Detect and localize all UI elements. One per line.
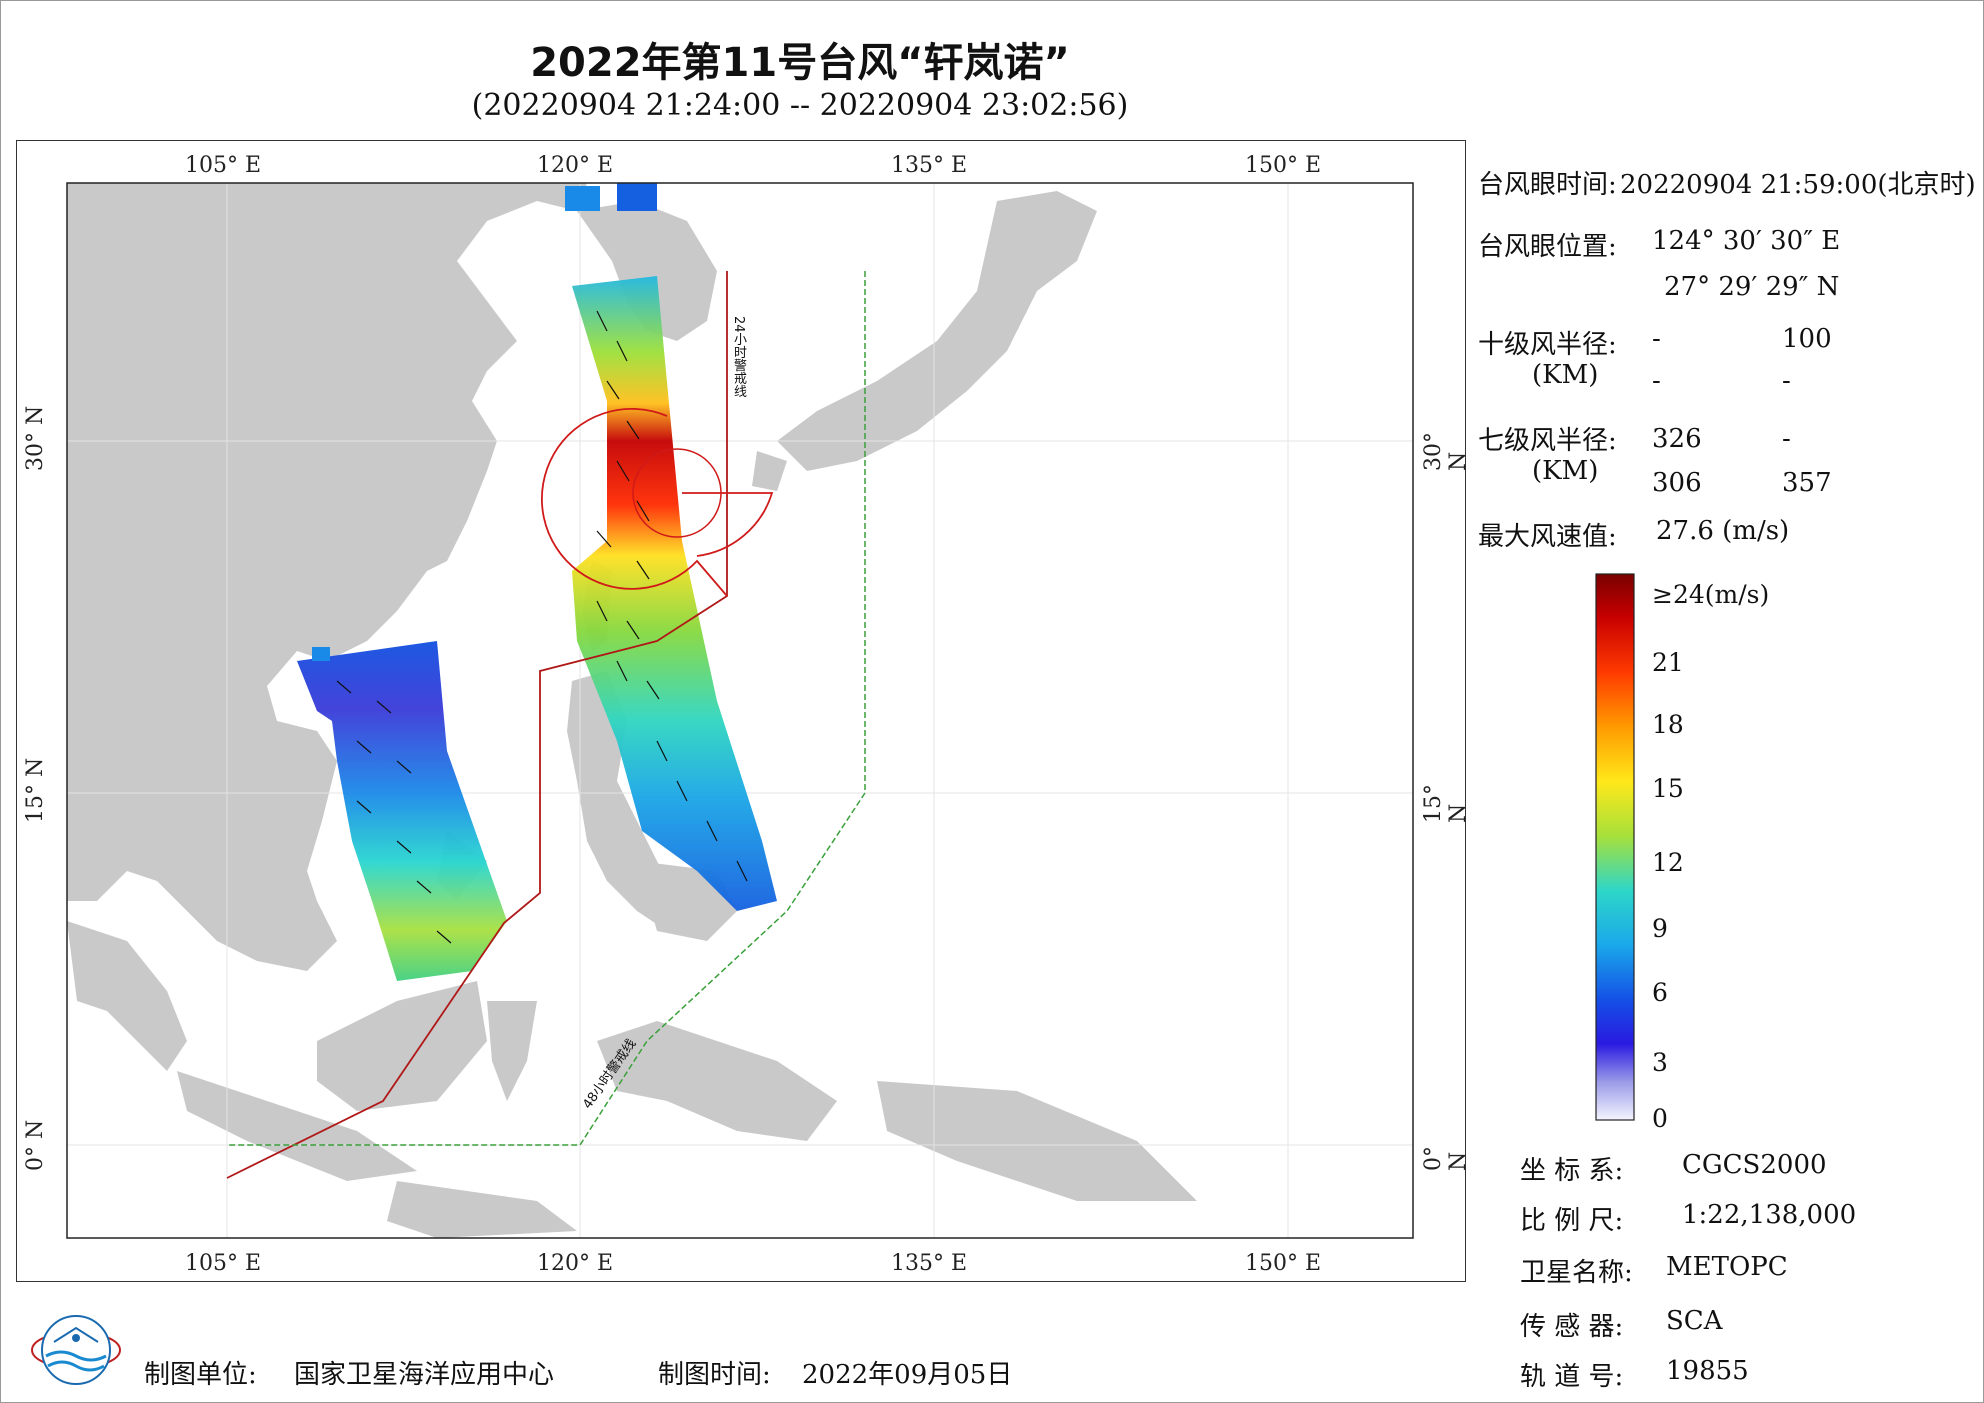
r7-value: - <box>1782 424 1791 454</box>
r7-value: 326 <box>1652 424 1702 454</box>
r10-unit: (KM) <box>1532 360 1599 390</box>
eye-position-label: 台风眼位置: <box>1478 232 1617 262</box>
lon-tick-top: 105° E <box>185 153 262 178</box>
colorbar-label: 21 <box>1652 648 1684 677</box>
max-wind-label: 最大风速值: <box>1478 522 1617 552</box>
colorbar-label: 15 <box>1652 774 1684 803</box>
lon-tick-top: 135° E <box>891 153 968 178</box>
eye-latitude: 27° 29′ 29″ N <box>1664 272 1840 302</box>
date-label: 制图时间: <box>658 1360 771 1390</box>
crs-value: CGCS2000 <box>1682 1150 1827 1180</box>
sensor-label: 传 感 器: <box>1520 1312 1624 1342</box>
r7-label: 七级风半径: <box>1478 426 1617 456</box>
orbit-value: 19855 <box>1666 1356 1749 1386</box>
date-value: 2022年09月05日 <box>802 1360 1013 1390</box>
wind-swath-fragment <box>617 183 657 211</box>
typhoon-r10-circle <box>632 448 722 538</box>
colorbar-label: 12 <box>1652 848 1684 877</box>
typhoon-wind-radius <box>541 408 774 597</box>
lat-tick-left: 30° N <box>23 405 48 471</box>
lat-tick-right: 15° N <box>1421 784 1471 823</box>
colorbar-label: 18 <box>1652 710 1684 739</box>
r10-value: - <box>1652 366 1661 396</box>
crs-label: 坐 标 系: <box>1520 1156 1624 1186</box>
wind-swath-west <box>297 641 507 981</box>
scale-label: 比 例 尺: <box>1520 1206 1624 1236</box>
colorbar-label: 6 <box>1652 978 1668 1007</box>
map-canvas <box>66 182 1414 1239</box>
max-wind-value: 27.6 (m/s) <box>1656 516 1790 546</box>
graticule <box>67 183 1413 1238</box>
land-masses <box>67 183 1197 1238</box>
r10-value: - <box>1652 324 1661 354</box>
producer-value: 国家卫星海洋应用中心 <box>294 1360 555 1390</box>
scale-value: 1:22,138,000 <box>1682 1200 1857 1230</box>
r10-value: 100 <box>1782 324 1832 354</box>
colorbar <box>1595 573 1635 1121</box>
warning-line-48h <box>227 271 866 1146</box>
lon-tick-bottom: 135° E <box>891 1251 968 1276</box>
colorbar-label: 0 <box>1652 1104 1668 1133</box>
colorbar-label: 9 <box>1652 914 1668 943</box>
sensor-value: SCA <box>1666 1306 1723 1336</box>
wind-swath-fragment <box>565 186 600 211</box>
agency-logo <box>31 1315 121 1385</box>
lon-tick-top: 150° E <box>1245 153 1322 178</box>
r10-label: 十级风半径: <box>1478 330 1617 360</box>
lon-tick-bottom: 105° E <box>185 1251 262 1276</box>
wind-swath-east <box>572 276 777 911</box>
wind-swath-fragment <box>312 647 330 661</box>
wind-barbs <box>336 310 748 944</box>
warning-24h-label: 24小时警戒线 <box>731 316 746 398</box>
producer-label: 制图单位: <box>144 1360 257 1390</box>
eye-time-label: 台风眼时间: <box>1478 170 1617 200</box>
plot-border <box>66 182 1414 1239</box>
map-panel: 24小时警戒线 48小时警戒线 105° E 120° E 135° E 150… <box>16 140 1471 1282</box>
lat-tick-right: 0° N <box>1421 1146 1471 1171</box>
r7-value: 357 <box>1782 468 1832 498</box>
lat-tick-left: 0° N <box>23 1119 48 1171</box>
satellite-label: 卫星名称: <box>1520 1258 1633 1288</box>
eye-longitude: 124° 30′ 30″ E <box>1652 226 1841 256</box>
r7-value: 306 <box>1652 468 1702 498</box>
colorbar-label: ≥24(m/s) <box>1652 580 1770 609</box>
lon-tick-bottom: 150° E <box>1245 1251 1322 1276</box>
lat-tick-left: 15° N <box>23 757 48 823</box>
lon-tick-bottom: 120° E <box>537 1251 614 1276</box>
r7-unit: (KM) <box>1532 456 1599 486</box>
lat-tick-right: 30° N <box>1421 432 1471 471</box>
eye-time-value: 20220904 21:59:00(北京时) <box>1620 170 1976 200</box>
satellite-value: METOPC <box>1666 1252 1788 1282</box>
orbit-label: 轨 道 号: <box>1520 1362 1624 1392</box>
lon-tick-top: 120° E <box>537 153 614 178</box>
map-title: 2022年第11号台风“轩岚诺” <box>530 40 1070 86</box>
r10-value: - <box>1782 366 1791 396</box>
time-range: (20220904 21:24:00 -- 20220904 23:02:56) <box>471 88 1129 123</box>
warning-line-24h <box>226 271 728 1179</box>
colorbar-label: 3 <box>1652 1048 1668 1077</box>
